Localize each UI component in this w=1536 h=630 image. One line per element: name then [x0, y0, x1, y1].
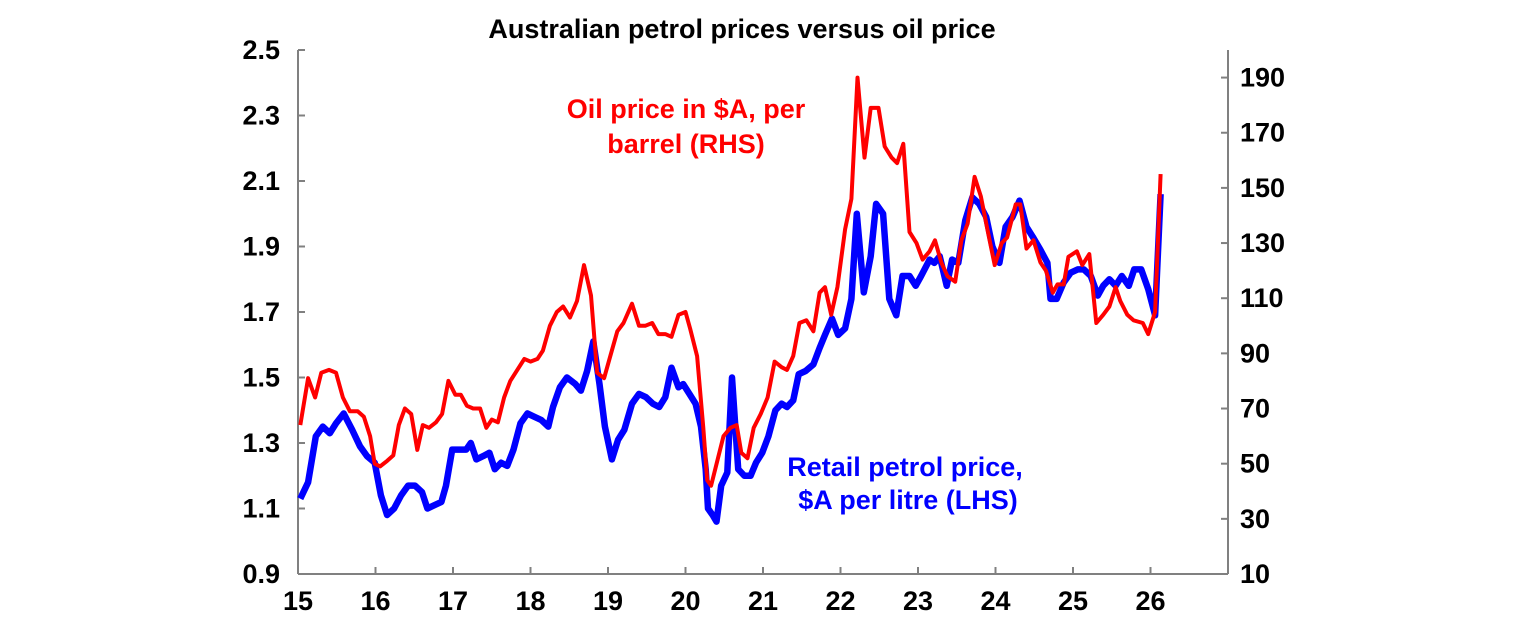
- x-tick-label: 22: [825, 586, 855, 616]
- x-tick-label: 18: [515, 586, 545, 616]
- right-tick-label: 150: [1240, 173, 1285, 203]
- oil-price-line: [298, 75, 1163, 488]
- right-tick-label: 10: [1240, 559, 1270, 589]
- x-tick-label: 20: [670, 586, 700, 616]
- petrol-series-label-line2: $A per litre (LHS): [798, 485, 1018, 515]
- right-tick-label: 170: [1240, 118, 1285, 148]
- x-tick-label: 24: [980, 586, 1010, 616]
- chart-title: Australian petrol prices versus oil pric…: [488, 14, 995, 44]
- left-tick-label: 2.1: [242, 166, 280, 196]
- x-tick-label: 23: [903, 586, 933, 616]
- right-tick-label: 50: [1240, 449, 1270, 479]
- oil-series-label-line2: barrel (RHS): [607, 129, 765, 159]
- left-tick-label: 2.3: [242, 101, 280, 131]
- oil-series-label-line1: Oil price in $A, per: [567, 94, 806, 124]
- x-tick-label: 26: [1135, 586, 1165, 616]
- right-tick-label: 70: [1240, 394, 1270, 424]
- x-tick-label: 25: [1058, 586, 1088, 616]
- left-tick-label: 1.7: [242, 297, 280, 327]
- left-tick-label: 1.5: [242, 363, 280, 393]
- petrol-series-label-line1: Retail petrol price,: [787, 452, 1023, 482]
- right-tick-label: 110: [1240, 283, 1284, 313]
- x-tick-label: 15: [283, 586, 313, 616]
- left-tick-label: 1.1: [242, 494, 280, 524]
- x-tick-label: 19: [593, 586, 623, 616]
- left-tick-label: 1.9: [242, 232, 280, 262]
- right-tick-label: 30: [1240, 504, 1270, 534]
- right-tick-label: 190: [1240, 63, 1285, 93]
- left-tick-label: 0.9: [242, 559, 280, 589]
- left-tick-label: 2.5: [242, 35, 280, 65]
- x-tick-label: 21: [748, 586, 778, 616]
- right-tick-label: 130: [1240, 228, 1285, 258]
- right-tick-label: 90: [1240, 338, 1270, 368]
- x-tick-label: 16: [360, 586, 390, 616]
- x-tick-label: 17: [438, 586, 468, 616]
- left-tick-label: 1.3: [242, 428, 280, 458]
